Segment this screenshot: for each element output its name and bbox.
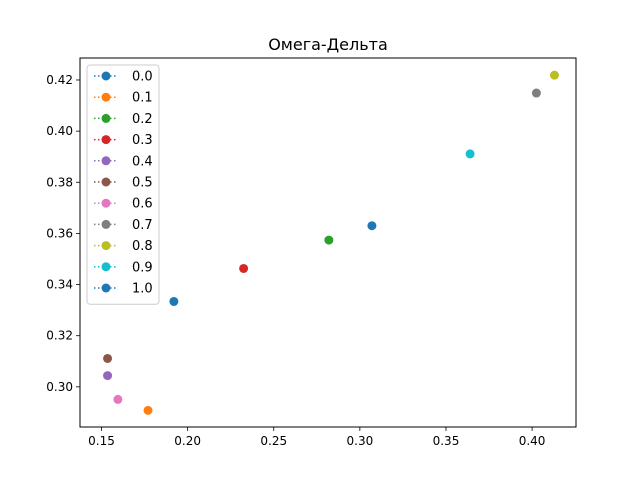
legend-marker-0.3 — [101, 135, 111, 145]
legend-marker-0.0 — [101, 71, 111, 81]
legend-label-0.0: 0.0 — [132, 70, 153, 85]
data-point-0.6 — [113, 394, 123, 404]
legend-marker-0.8 — [101, 241, 111, 251]
data-point-0.0 — [169, 296, 179, 306]
legend-label-0.2: 0.2 — [132, 112, 153, 127]
x-tick-label: 0.15 — [88, 434, 115, 448]
legend-marker-0.5 — [101, 177, 111, 187]
data-points — [103, 70, 559, 415]
data-point-1.0 — [367, 221, 377, 231]
data-point-0.2 — [324, 235, 334, 245]
legend-marker-0.4 — [101, 156, 111, 166]
y-tick-label: 0.32 — [46, 329, 73, 343]
data-point-0.4 — [103, 371, 113, 381]
legend-marker-0.9 — [101, 262, 111, 272]
plot-frame — [79, 57, 577, 428]
x-tick-label: 0.40 — [519, 434, 546, 448]
legend-label-0.5: 0.5 — [132, 176, 153, 191]
x-axis: 0.15 0.20 0.25 0.30 0.35 0.40 — [88, 427, 545, 448]
x-tick-label: 0.20 — [174, 434, 201, 448]
legend-label-0.7: 0.7 — [132, 218, 153, 233]
legend-marker-0.2 — [101, 113, 111, 123]
x-tick-label: 0.30 — [347, 434, 374, 448]
legend-label-0.3: 0.3 — [132, 133, 153, 148]
y-tick-label: 0.34 — [46, 278, 73, 292]
legend-label-0.9: 0.9 — [132, 260, 153, 275]
x-tick-label: 0.25 — [260, 434, 287, 448]
legend-label-0.4: 0.4 — [132, 154, 153, 169]
data-point-0.9 — [465, 149, 475, 159]
y-tick-label: 0.40 — [46, 124, 73, 138]
legend-label-1.0: 1.0 — [132, 282, 153, 297]
data-point-0.3 — [239, 263, 249, 273]
legend-marker-0.1 — [101, 92, 111, 102]
legend-marker-0.7 — [101, 219, 111, 229]
data-point-0.7 — [531, 88, 541, 98]
y-tick-label: 0.30 — [46, 380, 73, 394]
legend-label-0.8: 0.8 — [132, 239, 153, 254]
y-axis: 0.30 0.32 0.34 0.36 0.38 0.40 0.42 — [46, 73, 80, 394]
data-point-0.1 — [143, 405, 153, 415]
y-tick-label: 0.36 — [46, 226, 73, 240]
legend-label-0.1: 0.1 — [132, 91, 153, 106]
data-point-0.5 — [103, 353, 113, 363]
chart-title: Омега-Дельта — [268, 35, 388, 54]
y-tick-label: 0.38 — [46, 175, 73, 189]
legend-marker-0.6 — [101, 198, 111, 208]
legend-label-0.6: 0.6 — [132, 197, 153, 212]
x-tick-label: 0.35 — [433, 434, 460, 448]
legend-marker-1.0 — [101, 283, 111, 293]
y-tick-label: 0.42 — [46, 73, 73, 87]
data-point-0.8 — [549, 70, 559, 80]
legend: 0.0 0.1 0.2 0.3 0.4 0.5 0.6 0.7 0.8 0.9 1.0 — [86, 64, 160, 305]
